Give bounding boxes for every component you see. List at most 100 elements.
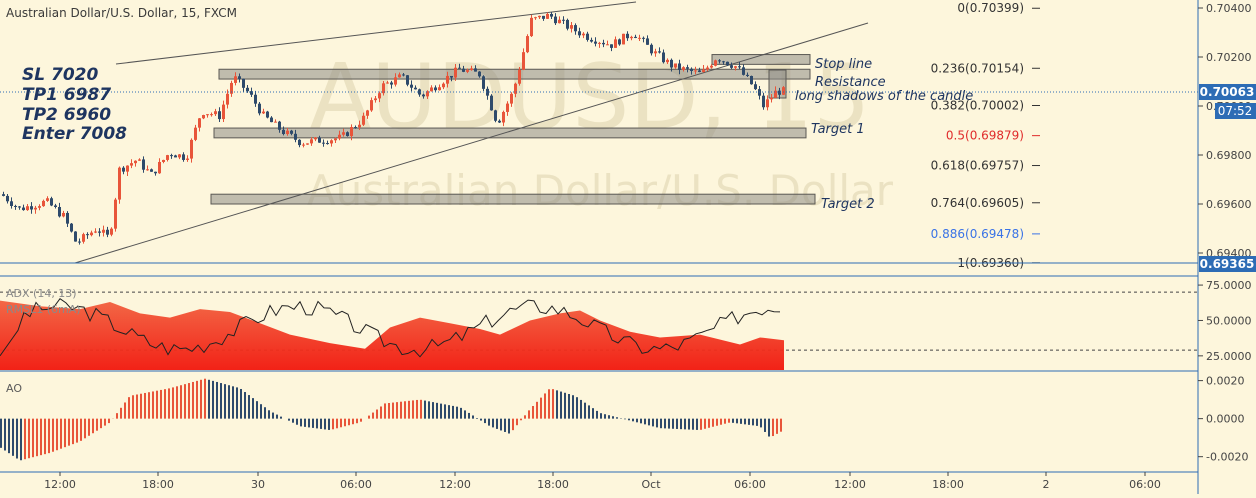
fib-level-label: 0.618(0.69757) (931, 159, 1024, 173)
candle-body (38, 206, 41, 208)
candle-body (314, 137, 317, 140)
candle-body (546, 13, 549, 19)
candle-body (66, 212, 69, 224)
candle-body (750, 75, 753, 85)
candle-body (30, 206, 33, 210)
candle-body (306, 143, 309, 145)
time-tick-label: 18:00 (142, 478, 174, 491)
candle-body (578, 31, 581, 36)
last-price-badge (1199, 84, 1256, 100)
candle-body (710, 65, 713, 68)
candle-body (34, 207, 37, 210)
candle-body (702, 69, 705, 73)
lower-trendline[interactable] (74, 22, 869, 264)
time-tick-label: 18:00 (932, 478, 964, 491)
candle-body (618, 39, 621, 45)
candle-body (382, 83, 385, 94)
candle-body (670, 59, 673, 68)
candle-body (590, 39, 593, 42)
osc-sub-label[interactable]: RMSL1 (6mA) (6, 303, 81, 316)
candle-body (234, 76, 237, 83)
candle-body (258, 103, 261, 114)
candle-body (130, 163, 133, 166)
candle-body (538, 15, 541, 18)
time-tick-label: 06:00 (1129, 478, 1161, 491)
candle-body (62, 212, 65, 217)
candle-body (718, 60, 721, 62)
time-axis-ticks[interactable]: 12:00 18:00 30 06:00 12:00 18:00 Oct 06:00 12:00… (44, 472, 1161, 491)
fibonacci-retracement[interactable]: 0(0.70399) 0.236(0.70154) 0.382(0.70002) 0.… (931, 1, 1040, 270)
candle-body (630, 36, 633, 39)
candle-body (346, 132, 349, 137)
last-price-value: 0.70063 (1200, 85, 1255, 99)
candle-body (526, 36, 529, 53)
candle-body (738, 66, 741, 68)
candle-body (690, 68, 693, 71)
ao-panel[interactable]: 0.0020 0.0000 -0.0020 (0, 375, 1248, 464)
fib-level-label: 0.764(0.69605) (931, 196, 1024, 210)
candle-body (678, 63, 681, 70)
candle-body (522, 52, 525, 70)
note-enter: Enter 7008 (22, 124, 127, 144)
candle-body (266, 111, 269, 118)
time-tick-label: 06:00 (340, 478, 372, 491)
osc-label[interactable]: ADX (14, 13) (6, 287, 77, 300)
candle-body (86, 234, 89, 236)
candle-body (370, 100, 373, 111)
candle-body (6, 195, 9, 202)
oscillator-panel[interactable]: 75.0000 50.0000 25.0000 (0, 279, 1252, 370)
time-tick-label: Oct (641, 478, 661, 491)
candle-body (622, 33, 625, 45)
zones-layer (210, 54, 816, 205)
candle-body (350, 127, 353, 137)
candle-body (774, 90, 777, 98)
time-tick-label: 12:00 (44, 478, 76, 491)
osc-tick-label: 50.0000 (1206, 314, 1252, 327)
candle-body (122, 167, 125, 172)
candle-body (502, 111, 505, 123)
ao-label[interactable]: AO (6, 382, 22, 395)
candle-body (474, 68, 477, 72)
candle-body (610, 44, 613, 48)
candle-body (334, 138, 337, 141)
candle-body (498, 120, 501, 123)
time-tick-label: 18:00 (537, 478, 569, 491)
candle-body (46, 198, 49, 201)
candle-body (222, 104, 225, 120)
candle-body (662, 52, 665, 63)
candle-body (210, 114, 213, 116)
candle-body (298, 139, 301, 146)
symbol-title[interactable]: Australian Dollar/U.S. Dollar, 15, FXCM (6, 6, 237, 20)
candle-body (726, 61, 729, 66)
target1-label: Target 1 (811, 122, 865, 137)
candle-body (398, 74, 401, 78)
candle-body (654, 51, 657, 54)
candle-body (226, 93, 229, 105)
candle-body (682, 67, 685, 70)
candle-body (478, 71, 481, 77)
price-tick-label: 0.69800 (1206, 149, 1252, 162)
upper-trendline[interactable] (115, 1, 637, 65)
candle-body (770, 97, 773, 100)
candle-body (386, 82, 389, 84)
candle-body (490, 95, 493, 111)
candle-body (362, 115, 365, 125)
candle-body (90, 232, 93, 236)
candle-body (550, 13, 553, 17)
resistance-label: Resistance (815, 75, 886, 90)
candle-body (450, 75, 453, 78)
candle-body (302, 144, 305, 146)
candle-body (410, 84, 413, 88)
price-axis-panel (1198, 0, 1256, 494)
candle-body (722, 61, 725, 63)
candle-body (150, 169, 153, 172)
candle-body (514, 83, 517, 94)
time-tick-label: 2 (1043, 478, 1050, 491)
candle-body (50, 198, 53, 206)
candle-body (342, 132, 345, 135)
candle-body (106, 229, 109, 235)
candle-body (666, 59, 669, 63)
time-tick-label: 12:00 (439, 478, 471, 491)
candle-body (606, 44, 609, 46)
candle-body (642, 37, 645, 39)
